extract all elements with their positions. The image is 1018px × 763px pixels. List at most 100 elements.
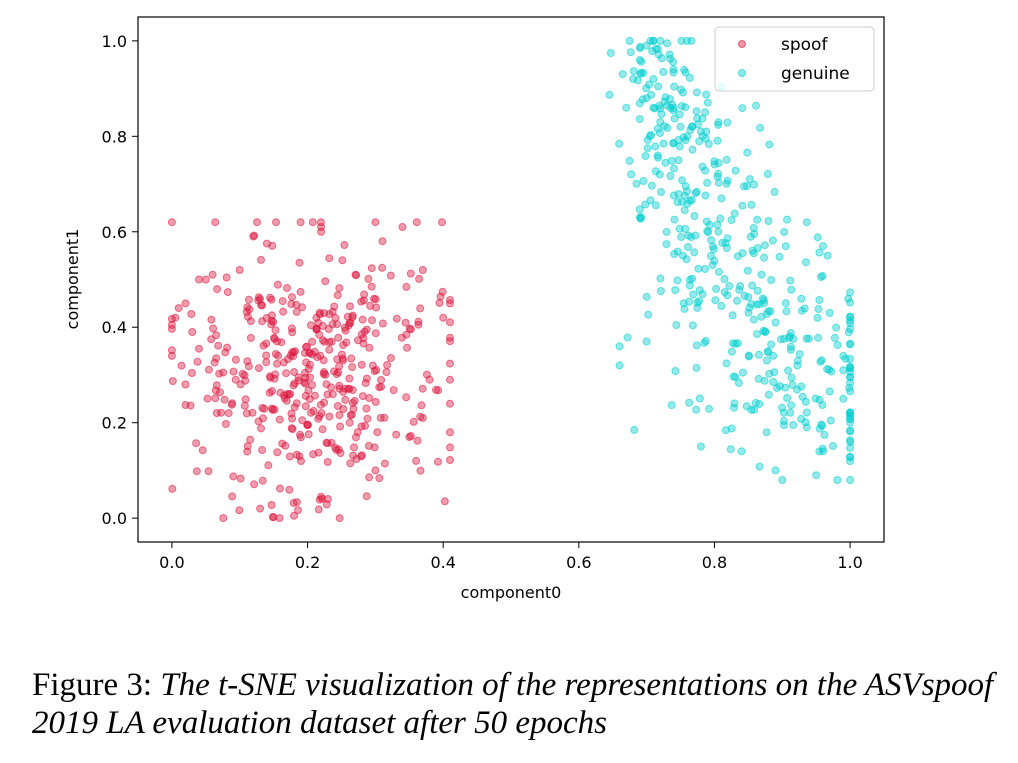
scatter-point-genuine [762,356,771,365]
scatter-point-genuine [777,335,785,344]
scatter-point-spoof [195,275,203,284]
scatter-point-genuine [722,359,731,368]
x-tick-label: 0.4 [430,553,455,572]
scatter-point-spoof [242,409,251,418]
scatter-point-genuine [685,281,694,290]
scatter-point-spoof [287,424,296,433]
scatter-point-genuine [679,133,688,142]
scatter-point-genuine [752,101,760,110]
scatter-point-spoof [336,422,345,431]
scatter-point-genuine [846,476,855,484]
scatter-point-spoof [288,293,296,302]
scatter-point-genuine [846,373,855,382]
scatter-point-genuine [753,330,761,339]
scatter-point-spoof [378,237,387,246]
scatter-point-spoof [345,374,354,383]
scatter-point-spoof [220,395,229,404]
scatter-point-genuine [827,367,836,376]
scatter-point-spoof [446,359,454,368]
scatter-point-genuine [738,368,747,377]
scatter-point-genuine [832,323,841,332]
scatter-point-genuine [750,180,758,189]
scatter-point-genuine [730,403,738,412]
scatter-point-genuine [615,361,624,370]
scatter-point-spoof [181,380,190,389]
scatter-point-spoof [212,354,221,363]
scatter-point-spoof [272,218,280,227]
scatter-point-genuine [685,73,694,82]
scatter-point-spoof [349,451,358,460]
scatter-point-spoof [258,317,267,326]
scatter-point-spoof [264,461,273,470]
scatter-point-spoof [367,282,376,291]
scatter-point-genuine [657,188,665,196]
scatter-point-spoof [273,280,282,289]
scatter-point-spoof [316,218,325,227]
scatter-point-genuine [787,401,796,410]
scatter-point-genuine [696,442,705,451]
scatter-point-spoof [276,484,284,493]
scatter-point-genuine [669,68,678,77]
scatter-point-genuine [747,200,756,209]
scatter-point-genuine [802,258,810,267]
scatter-point-spoof [281,441,290,450]
scatter-point-spoof [333,402,342,410]
scatter-point-spoof [265,388,274,397]
scatter-point-genuine [802,218,811,227]
scatter-point-spoof [382,368,391,377]
scatter-point-spoof [177,361,186,370]
scatter-point-spoof [295,258,304,267]
scatter-point-spoof [371,466,380,475]
scatter-point-spoof [224,409,233,418]
scatter-point-spoof [315,412,324,421]
scatter-point-genuine [656,287,665,295]
scatter-point-spoof [267,295,276,304]
scatter-point-genuine [667,156,676,165]
scatter-point-genuine [630,425,639,434]
scatter-point-genuine [846,319,855,328]
scatter-point-spoof [405,324,414,333]
scatter-point-genuine [703,178,712,187]
scatter-point-spoof [285,485,294,494]
scatter-point-genuine [714,178,723,187]
scatter-point-spoof [339,341,348,350]
scatter-point-genuine [642,84,651,93]
scatter-point-spoof [267,320,276,329]
scatter-point-genuine [763,347,772,356]
scatter-point-spoof [417,401,426,410]
scatter-point-genuine [644,310,653,319]
scatter-point-genuine [846,387,855,396]
scatter-point-spoof [446,443,454,452]
scatter-point-genuine [846,436,855,445]
scatter-point-spoof [323,390,332,399]
scatter-point-genuine [671,286,680,295]
scatter-point-spoof [373,428,382,437]
scatter-point-spoof [305,348,314,357]
scatter-point-genuine [706,252,715,260]
scatter-point-spoof [403,343,411,352]
legend-marker-genuine [738,69,746,77]
scatter-point-spoof [223,343,232,352]
scatter-point-genuine [635,99,644,108]
scatter-point-spoof [298,303,307,312]
scatter-point-genuine [770,368,779,377]
scatter-point-genuine [655,129,664,137]
scatter-point-spoof [321,277,330,286]
scatter-point-spoof [187,369,196,377]
scatter-point-spoof [287,324,296,333]
scatter-point-spoof [416,412,425,421]
scatter-point-spoof [203,394,212,403]
scatter-point-spoof [367,264,376,273]
scatter-point-genuine [714,227,723,236]
scatter-point-genuine [756,123,765,132]
scatter-point-genuine [743,266,752,275]
scatter-point-spoof [320,337,329,346]
scatter-point-spoof [305,395,314,404]
scatter-point-spoof [168,377,177,386]
scatter-point-genuine [727,424,736,433]
scatter-point-spoof [295,452,304,461]
scatter-point-genuine [651,201,660,210]
scatter-point-genuine [669,104,678,112]
scatter-point-genuine [714,169,723,178]
scatter-chart: 0.0 0.2 0.4 0.6 0.8 1.0 0.0 0.2 0.4 0.6 0.8 1.0 com… [63,16,885,602]
